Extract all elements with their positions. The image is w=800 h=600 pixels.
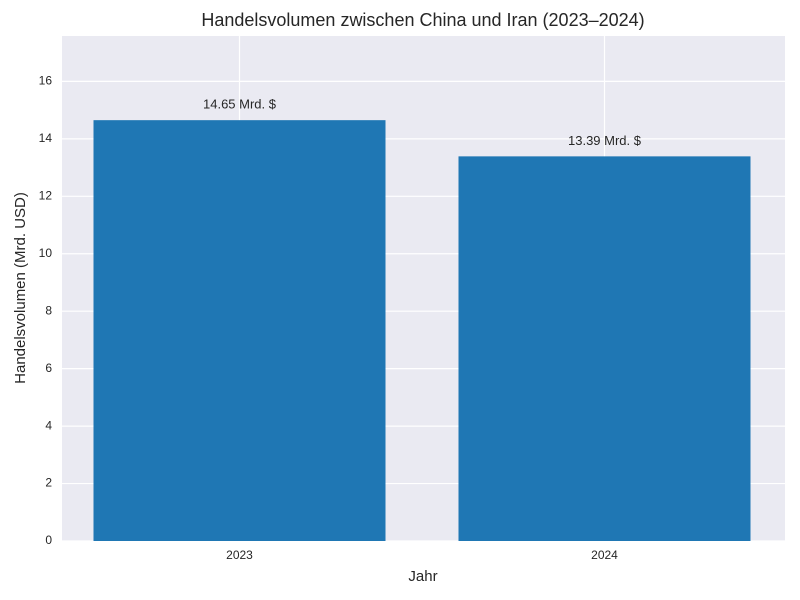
chart-title: Handelsvolumen zwischen China und Iran (… bbox=[201, 10, 644, 30]
y-tick-label: 16 bbox=[39, 74, 53, 88]
y-tick-label: 2 bbox=[45, 476, 52, 490]
y-tick-label: 14 bbox=[39, 131, 53, 145]
y-tick-label: 0 bbox=[45, 533, 52, 547]
x-axis-label: Jahr bbox=[408, 568, 437, 585]
y-tick-label: 6 bbox=[45, 361, 52, 375]
y-tick-label: 10 bbox=[39, 246, 53, 260]
y-tick-label: 4 bbox=[45, 418, 52, 432]
y-axis-label: Handelsvolumen (Mrd. USD) bbox=[12, 192, 29, 384]
y-tick-label: 8 bbox=[45, 303, 52, 317]
x-tick-label: 2023 bbox=[226, 548, 253, 562]
value-label: 14.65 Mrd. $ bbox=[203, 97, 277, 112]
y-tick-label: 12 bbox=[39, 188, 53, 202]
bar bbox=[93, 120, 386, 542]
value-label: 13.39 Mrd. $ bbox=[568, 133, 642, 148]
x-tick-label: 2024 bbox=[591, 548, 618, 562]
bar bbox=[458, 156, 751, 541]
